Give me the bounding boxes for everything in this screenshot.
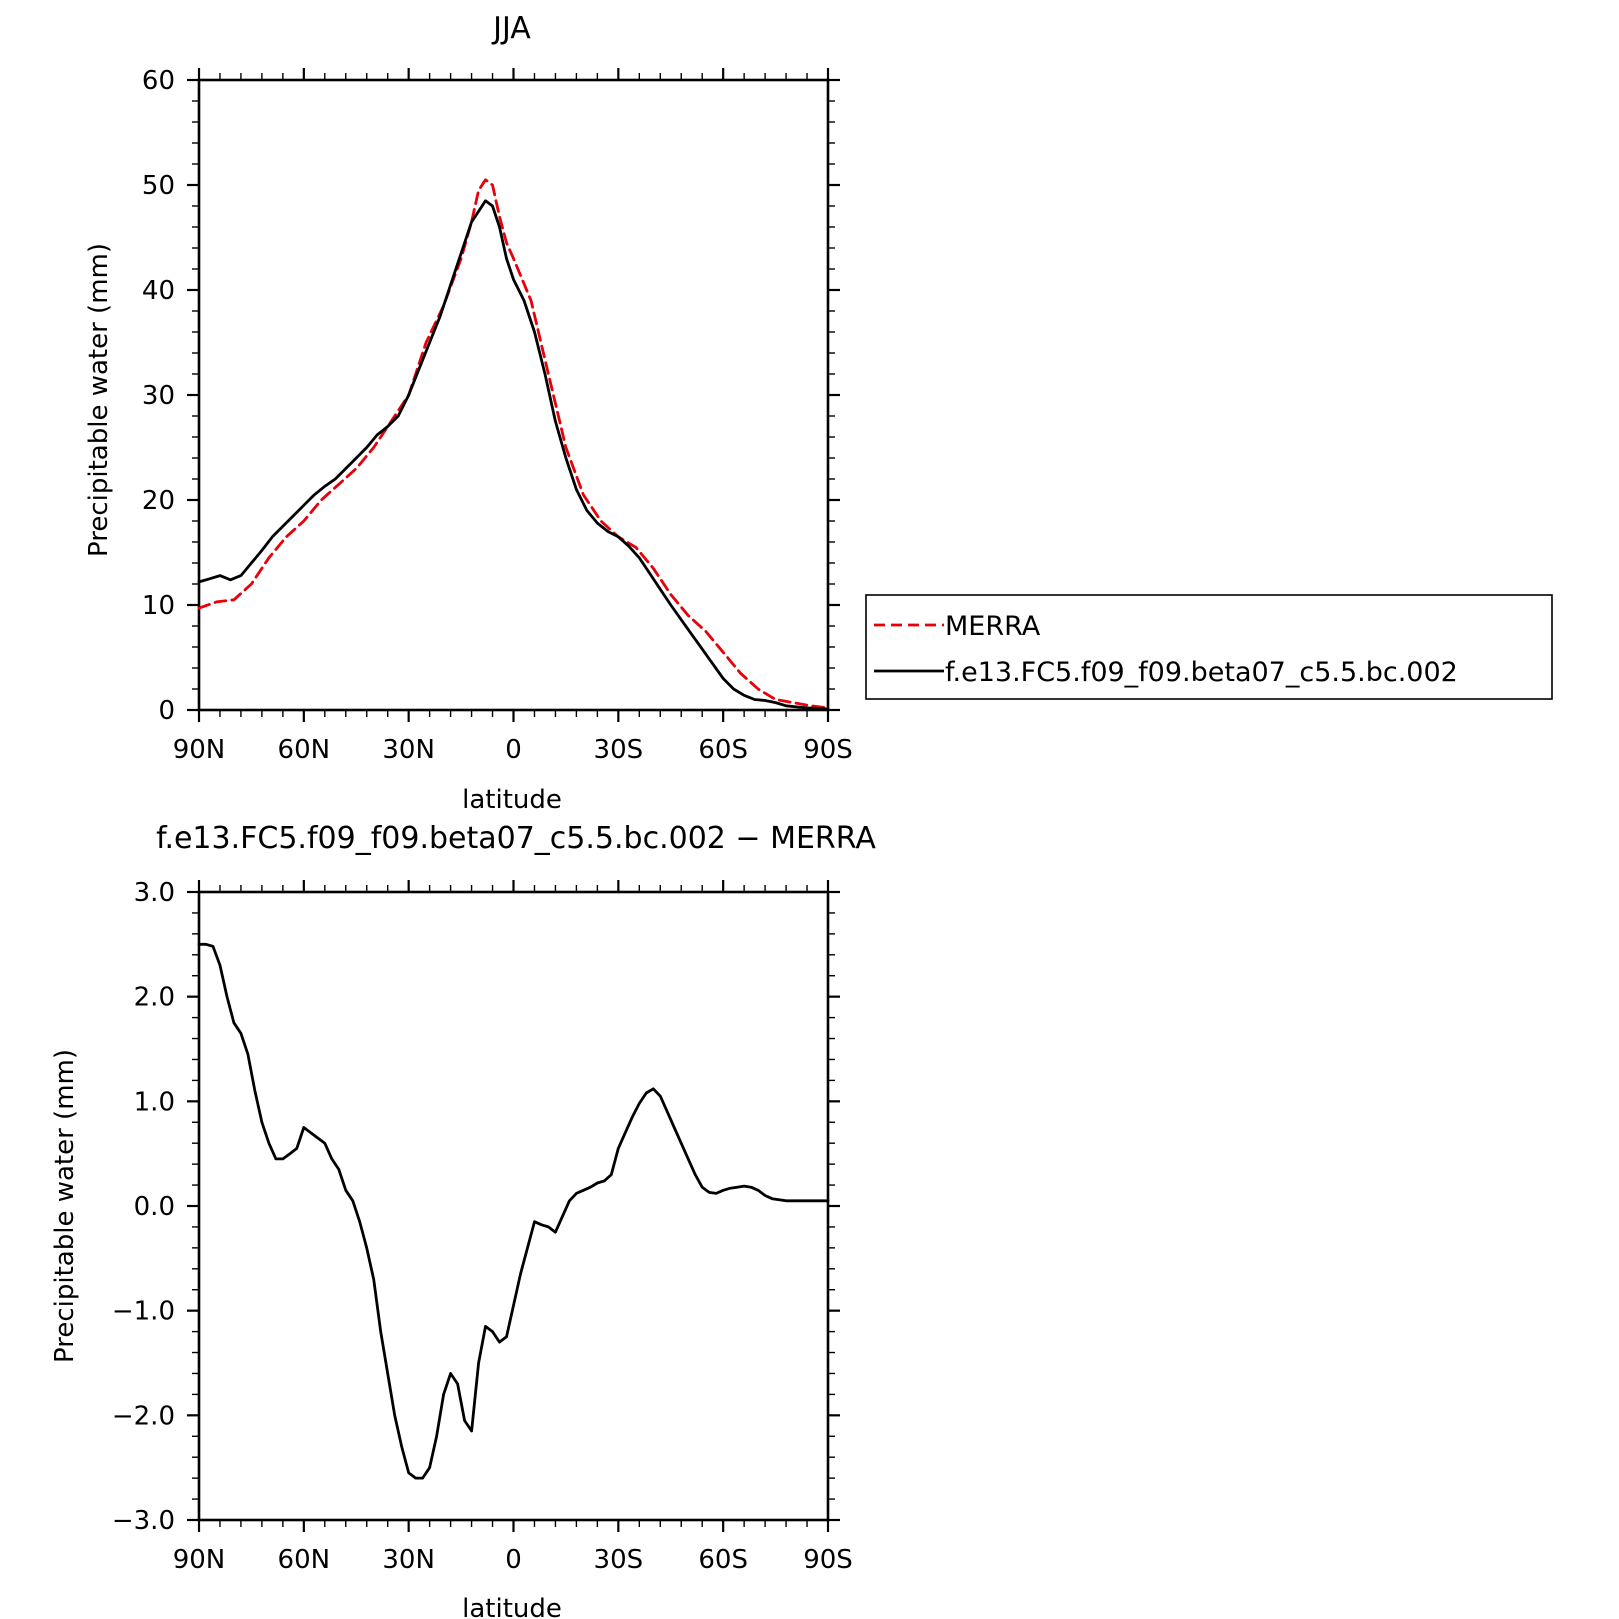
bottom-y-tick-label: 0.0 — [134, 1192, 175, 1222]
legend: MERRA f.e13.FC5.f09_f09.beta07_c5.5.bc.0… — [865, 594, 1553, 700]
top-chart-title: JJA — [491, 11, 531, 46]
top-y-tick-label: 20 — [142, 486, 175, 516]
top-plot-frame — [197, 78, 830, 712]
top-panel: JJA 90N 60N 30N 0 30S 60S 90S 0 10 20 30 40 50 60 la… — [84, 11, 1553, 815]
top-y-tick-label: 60 — [142, 66, 175, 96]
bottom-panel: f.e13.FC5.f09_f09.beta07_c5.5.bc.002 − M… — [50, 821, 876, 1619]
bottom-chart-title: f.e13.FC5.f09_f09.beta07_c5.5.bc.002 − M… — [156, 821, 876, 856]
top-y-tick-label: 40 — [142, 276, 175, 306]
top-y-tick-label: 10 — [142, 591, 175, 621]
top-x-tick-label: 60S — [698, 735, 748, 765]
bottom-y-tick-label: 1.0 — [134, 1087, 175, 1117]
top-x-tick-label: 90S — [803, 735, 853, 765]
bottom-y-tick-label: 3.0 — [134, 878, 175, 908]
legend-label-model: f.e13.FC5.f09_f09.beta07_c5.5.bc.002 — [945, 657, 1458, 688]
top-y-tick-label: 0 — [158, 696, 175, 726]
top-x-tick-label: 60N — [278, 735, 331, 765]
bottom-x-ticks: 90N 60N 30N 0 30S 60S 90S — [173, 880, 853, 1575]
bottom-x-tick-label: 90N — [173, 1545, 226, 1575]
bottom-y-tick-label: −2.0 — [112, 1401, 175, 1431]
bottom-plot-frame — [197, 890, 830, 1522]
bottom-y-tick-label: −1.0 — [112, 1297, 175, 1327]
bottom-x-tick-label: 30N — [382, 1545, 435, 1575]
bottom-x-tick-label: 90S — [803, 1545, 853, 1575]
top-x-tick-label: 30N — [382, 735, 435, 765]
top-y-tick-label: 30 — [142, 381, 175, 411]
top-x-ticks: 90N 60N 30N 0 30S 60S 90S — [173, 68, 853, 765]
bottom-series-line-0 — [197, 942, 830, 1480]
top-x-tick-label: 90N — [173, 735, 226, 765]
bottom-series-group — [197, 942, 830, 1480]
bottom-y-ticks: −3.0 −2.0 −1.0 0.0 1.0 2.0 3.0 — [112, 878, 840, 1536]
bottom-x-tick-label: 30S — [594, 1545, 644, 1575]
legend-box — [865, 594, 1553, 700]
bottom-y-tick-label: 2.0 — [134, 983, 175, 1013]
top-series-line-1 — [197, 199, 830, 711]
top-x-tick-label: 30S — [594, 735, 644, 765]
legend-label-merra: MERRA — [945, 611, 1041, 642]
top-y-tick-label: 50 — [142, 171, 175, 201]
top-series-line-0 — [197, 178, 830, 710]
bottom-y-axis-label: Precipitable water (mm) — [50, 1049, 80, 1363]
bottom-x-tick-label: 60N — [278, 1545, 331, 1575]
top-y-ticks: 0 10 20 30 40 50 60 — [142, 66, 840, 726]
bottom-x-tick-label: 0 — [505, 1545, 522, 1575]
bottom-y-tick-label: −3.0 — [112, 1506, 175, 1536]
top-x-axis-label: latitude — [462, 785, 562, 815]
top-x-tick-label: 0 — [505, 735, 522, 765]
bottom-x-tick-label: 60S — [698, 1545, 748, 1575]
top-y-axis-label: Precipitable water (mm) — [84, 243, 114, 557]
bottom-x-axis-label: latitude — [462, 1594, 562, 1619]
top-series-group — [197, 178, 830, 711]
